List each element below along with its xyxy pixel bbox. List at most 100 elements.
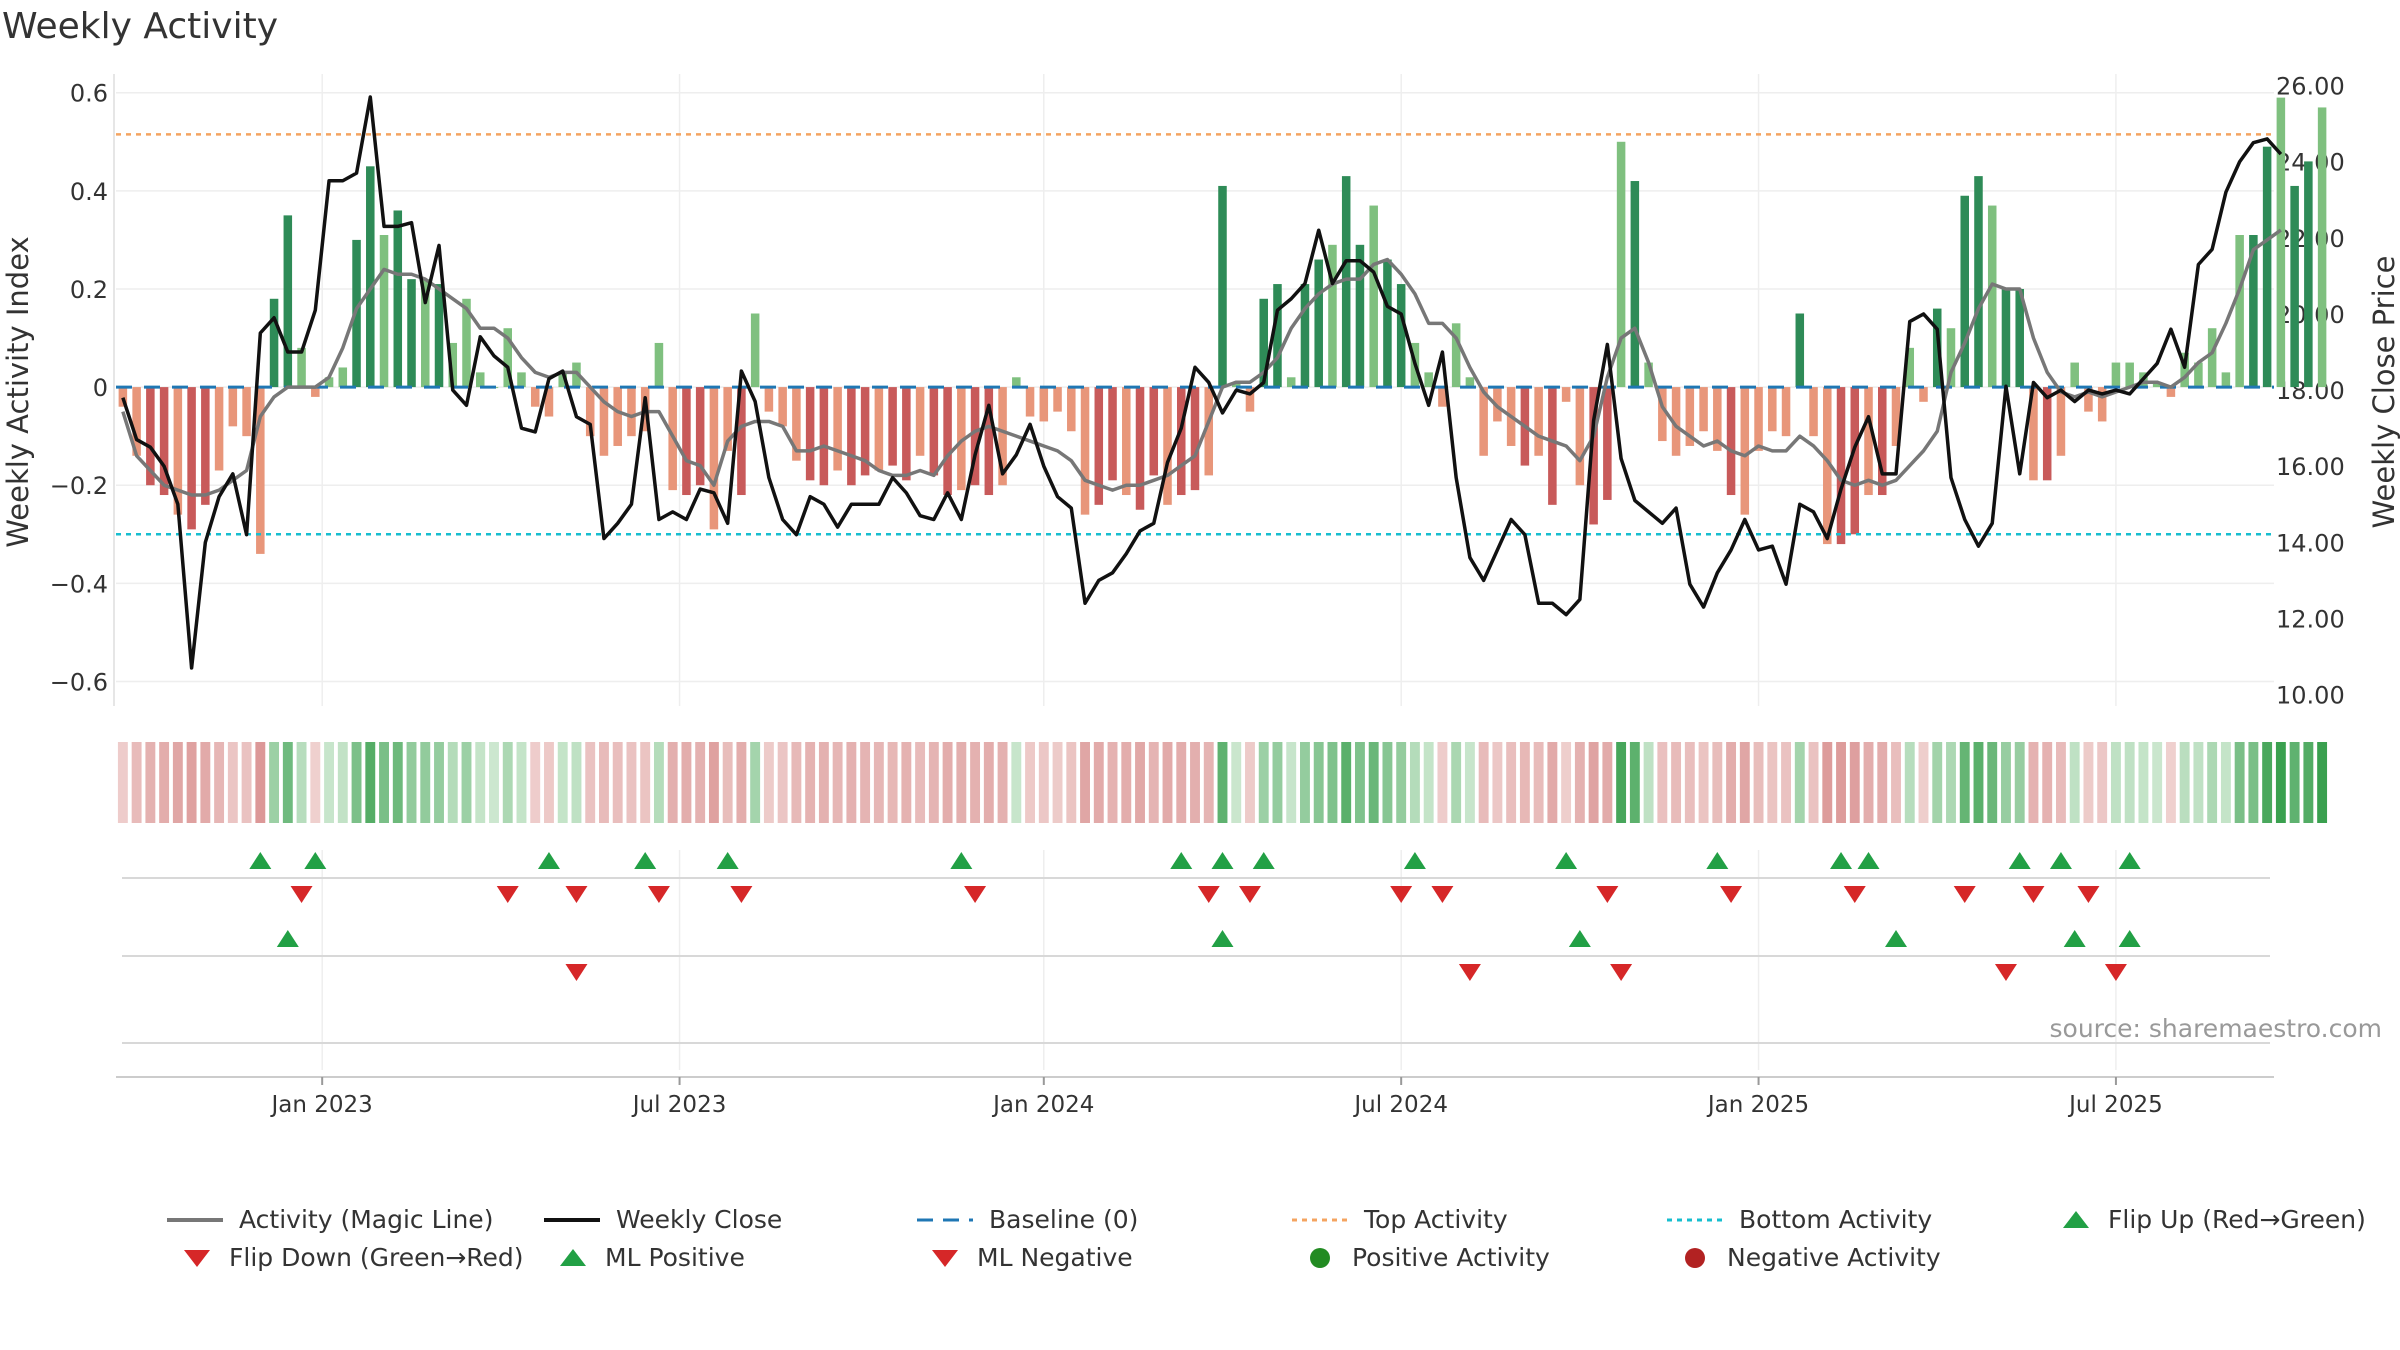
flip-up-marker xyxy=(304,852,327,869)
heat-cell xyxy=(475,742,486,823)
heat-cell xyxy=(1891,742,1901,823)
activity-bar xyxy=(957,387,966,491)
heat-cell xyxy=(1492,742,1503,823)
source-label: source: sharemaestro.com xyxy=(2049,1014,2383,1043)
heat-cell xyxy=(159,742,170,823)
activity-bar xyxy=(599,387,609,456)
activity-bar xyxy=(434,284,444,388)
heat-cell xyxy=(1946,742,1956,823)
activity-bar xyxy=(654,342,664,388)
heat-cell xyxy=(1574,742,1585,823)
flip-up-marker xyxy=(1830,852,1853,869)
y2-tick-label: 14.00 xyxy=(2276,529,2345,557)
activity-bar xyxy=(1781,387,1791,437)
legend-label: Baseline (0) xyxy=(989,1205,1139,1234)
ml-positive-marker xyxy=(2118,930,2141,947)
heat-cell xyxy=(2028,742,2039,823)
heat-cell xyxy=(2234,742,2245,823)
flip-up-marker xyxy=(2008,852,2031,869)
flip-up-marker xyxy=(716,852,739,869)
y2-tick-label: 26.00 xyxy=(2276,73,2345,101)
activity-bar xyxy=(1864,387,1873,496)
heat-cell xyxy=(200,742,211,823)
heat-cell xyxy=(1231,742,1242,823)
heat-cell xyxy=(1561,742,1572,823)
activity-bar xyxy=(874,387,884,471)
activity-bar xyxy=(2111,362,2121,388)
heat-cell xyxy=(392,742,403,823)
activity-bar xyxy=(2084,387,2093,412)
heat-cell xyxy=(2262,742,2273,823)
flip-down-marker xyxy=(1953,886,1976,903)
activity-bar xyxy=(393,210,403,388)
heat-cell xyxy=(873,742,884,823)
heat-cell xyxy=(2193,742,2204,823)
legend-label: Flip Up (Red→Green) xyxy=(2108,1205,2366,1234)
legend-item-positive-activity: Positive Activity xyxy=(1302,1243,1550,1272)
activity-bar xyxy=(1534,387,1543,456)
heat-cell xyxy=(722,742,733,823)
flip-down-marker xyxy=(2077,886,2100,903)
activity-bar xyxy=(847,387,856,486)
activity-bar xyxy=(173,387,183,515)
activity-bar xyxy=(1163,387,1172,505)
activity-bar xyxy=(1671,387,1681,456)
heat-cell xyxy=(1547,742,1558,823)
heat-cell xyxy=(1726,742,1737,823)
heat-cell xyxy=(1671,742,1682,823)
legend-label: Weekly Close xyxy=(616,1205,783,1234)
x-tick-label: Jan 2023 xyxy=(270,1092,373,1118)
activity-bar xyxy=(2180,352,2189,388)
legend-item-ml-negative: ML Negative xyxy=(927,1243,1133,1272)
y-tick-label: 0.6 xyxy=(70,80,108,108)
ml-negative-icon xyxy=(932,1249,958,1267)
heat-cell xyxy=(708,742,719,823)
heat-cell xyxy=(1506,742,1517,823)
flip-up-icon xyxy=(2063,1210,2089,1228)
heat-cell xyxy=(1272,742,1283,823)
weekly-close-icon xyxy=(544,1217,600,1222)
heat-cell xyxy=(1409,742,1420,823)
heat-cell xyxy=(1258,742,1269,823)
heat-cell xyxy=(599,742,609,823)
activity-bar xyxy=(943,387,952,496)
y2-tick-label: 10.00 xyxy=(2276,682,2345,710)
heat-cell xyxy=(172,742,183,823)
activity-bar xyxy=(1465,377,1475,388)
activity-bar xyxy=(819,387,829,486)
activity-bar xyxy=(2070,362,2079,388)
heat-cell xyxy=(846,742,857,823)
heat-cell xyxy=(1286,742,1297,823)
activity-bar xyxy=(1396,284,1406,388)
activity-bar xyxy=(2015,288,2024,388)
heat-cell xyxy=(489,742,499,823)
heat-cell xyxy=(447,742,458,823)
activity-bar xyxy=(407,279,416,388)
heat-cell xyxy=(1698,742,1709,823)
activity-bar xyxy=(2276,97,2286,388)
heat-cell xyxy=(530,742,541,823)
flip-down-marker xyxy=(1390,886,1413,903)
activity-bar xyxy=(517,372,526,388)
activity-bar xyxy=(1823,387,1832,545)
activity-bar xyxy=(324,377,334,388)
heat-cell xyxy=(1423,742,1434,823)
heat-cell xyxy=(502,742,513,823)
activity-bar xyxy=(146,387,155,486)
x-tick-label: Jul 2023 xyxy=(631,1092,727,1118)
flip-down-marker xyxy=(290,886,313,903)
legend-label: Negative Activity xyxy=(1727,1243,1941,1272)
heat-cell xyxy=(145,742,156,823)
x-tick-label: Jan 2025 xyxy=(1706,1092,1809,1118)
legend-label: Top Activity xyxy=(1364,1205,1508,1234)
heat-cell xyxy=(1011,742,1022,823)
activity-bar xyxy=(2042,387,2052,481)
ml-positive-marker xyxy=(1211,930,1234,947)
heat-cell xyxy=(1437,742,1448,823)
activity-bar xyxy=(1176,387,1186,496)
heat-cell xyxy=(970,742,981,823)
heat-cell xyxy=(1519,742,1530,823)
activity-bar xyxy=(2152,382,2162,388)
activity-bar xyxy=(984,387,994,496)
flip-up-marker xyxy=(1403,852,1426,869)
